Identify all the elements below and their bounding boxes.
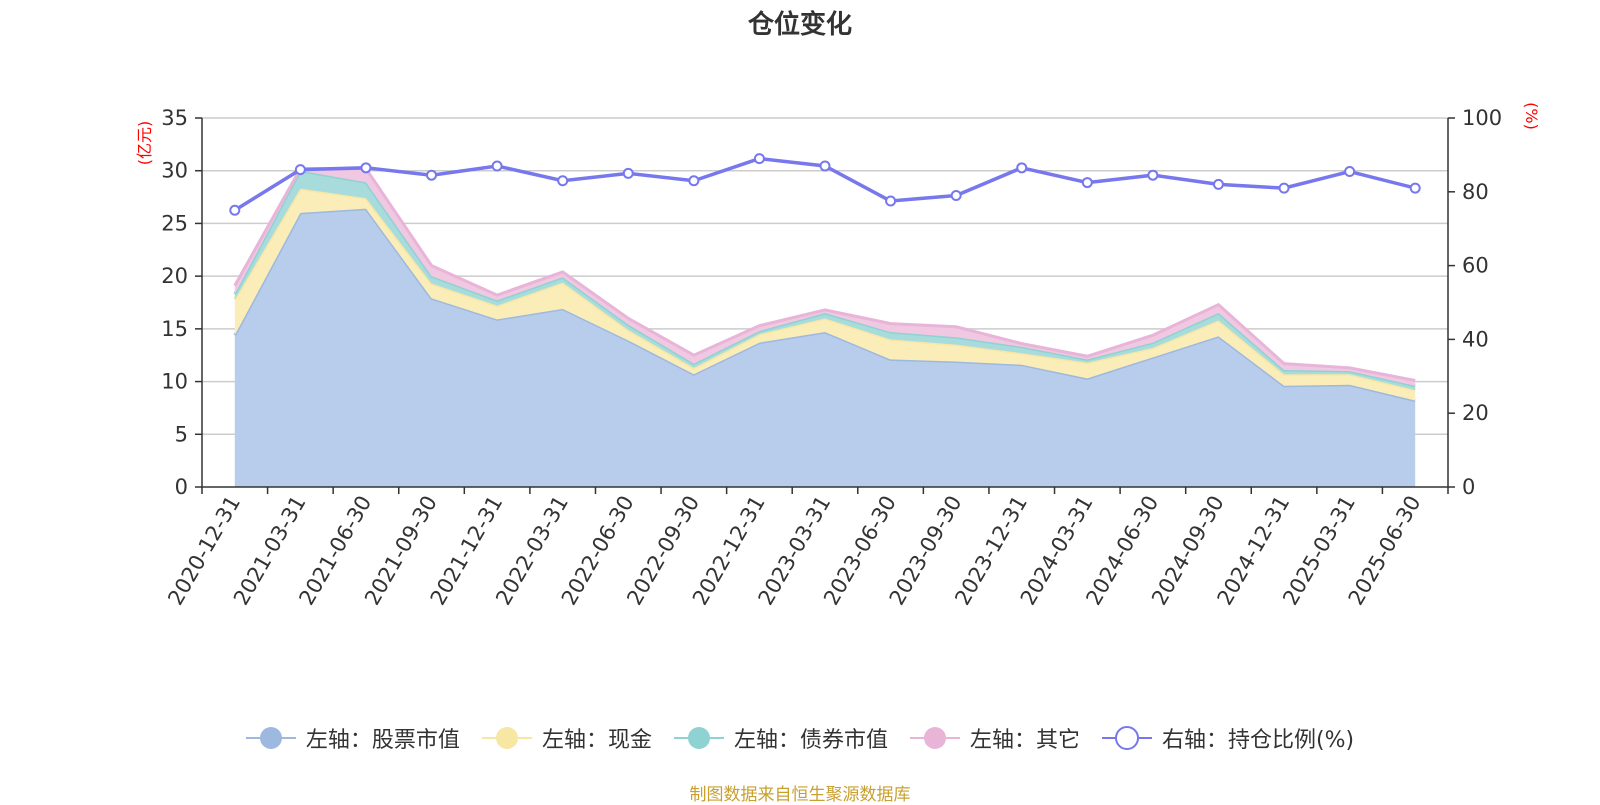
- legend-filled-circle-icon: [673, 727, 724, 749]
- ratio-point: [622, 167, 634, 179]
- ratio-point: [885, 195, 897, 207]
- ratio-point: [229, 204, 241, 216]
- left-tick-label: 5: [175, 422, 188, 446]
- legend-label: 左轴：现金: [541, 728, 652, 753]
- left-tick-label: 25: [161, 211, 188, 235]
- legend-item[interactable]: 左轴：股票市值: [245, 722, 460, 754]
- right-axis-unit: (%): [1522, 102, 1541, 130]
- left-axis-unit: (亿元): [135, 121, 154, 166]
- legend-item[interactable]: 右轴：持仓比例(%): [1101, 722, 1355, 754]
- right-tick-label: 60: [1462, 254, 1489, 278]
- right-tick-label: 80: [1462, 180, 1489, 204]
- legend-filled-circle-icon: [481, 727, 532, 749]
- right-tick-label: 40: [1462, 327, 1489, 351]
- legend-label: 左轴：股票市值: [305, 728, 460, 753]
- right-tick-label: 20: [1462, 401, 1489, 425]
- left-tick-label: 10: [161, 370, 188, 394]
- area-band-2: [234, 188, 1416, 401]
- legend-item[interactable]: 左轴：现金: [481, 722, 652, 754]
- legend-label: 左轴：债券市值: [733, 728, 888, 753]
- left-tick-label: 15: [161, 317, 188, 341]
- ratio-point: [360, 162, 372, 174]
- area-edge-4: [233, 167, 1416, 382]
- left-tick-label: 35: [161, 106, 188, 130]
- legend-item[interactable]: 左轴：其它: [909, 722, 1080, 754]
- left-tick-label: 30: [161, 159, 188, 183]
- ratio-point: [557, 175, 569, 187]
- ratio-point: [1212, 178, 1224, 190]
- ratio-point: [753, 153, 765, 165]
- line-series: [229, 153, 1421, 216]
- ratio-point: [491, 160, 503, 172]
- area-band-3: [234, 170, 1416, 391]
- legend-label: 左轴：其它: [969, 728, 1080, 753]
- right-tick-label: 100: [1462, 106, 1502, 130]
- legend-label: 右轴：持仓比例(%): [1161, 728, 1355, 753]
- legend-filled-circle-icon: [909, 727, 960, 749]
- source-note: 制图数据来自恒生聚源数据库: [689, 785, 911, 805]
- ratio-point: [1081, 177, 1093, 189]
- ratio-point: [688, 175, 700, 187]
- ratio-point: [1147, 169, 1159, 181]
- left-tick-label: 20: [161, 264, 188, 288]
- ratio-point: [426, 169, 438, 181]
- legend-filled-circle-icon: [245, 727, 296, 749]
- ratio-point: [1016, 162, 1028, 174]
- ratio-point: [1409, 182, 1421, 194]
- right-tick-label: 0: [1462, 475, 1475, 499]
- area-band-1: [234, 208, 1416, 487]
- left-tick-label: 0: [175, 475, 188, 499]
- ratio-point: [819, 160, 831, 172]
- ratio-point: [1278, 182, 1290, 194]
- legend-line-circle-icon: [1101, 726, 1152, 750]
- legend: 左轴：股票市值 左轴：现金 左轴：债券市值 左轴：其它 右轴：持仓比例(%): [0, 722, 1600, 754]
- area-series: [233, 167, 1416, 487]
- ratio-point: [1344, 166, 1356, 178]
- ratio-point: [294, 164, 306, 176]
- chart-title: 仓位变化: [747, 10, 852, 40]
- legend-item[interactable]: 左轴：债券市值: [673, 722, 888, 754]
- ratio-point: [950, 189, 962, 201]
